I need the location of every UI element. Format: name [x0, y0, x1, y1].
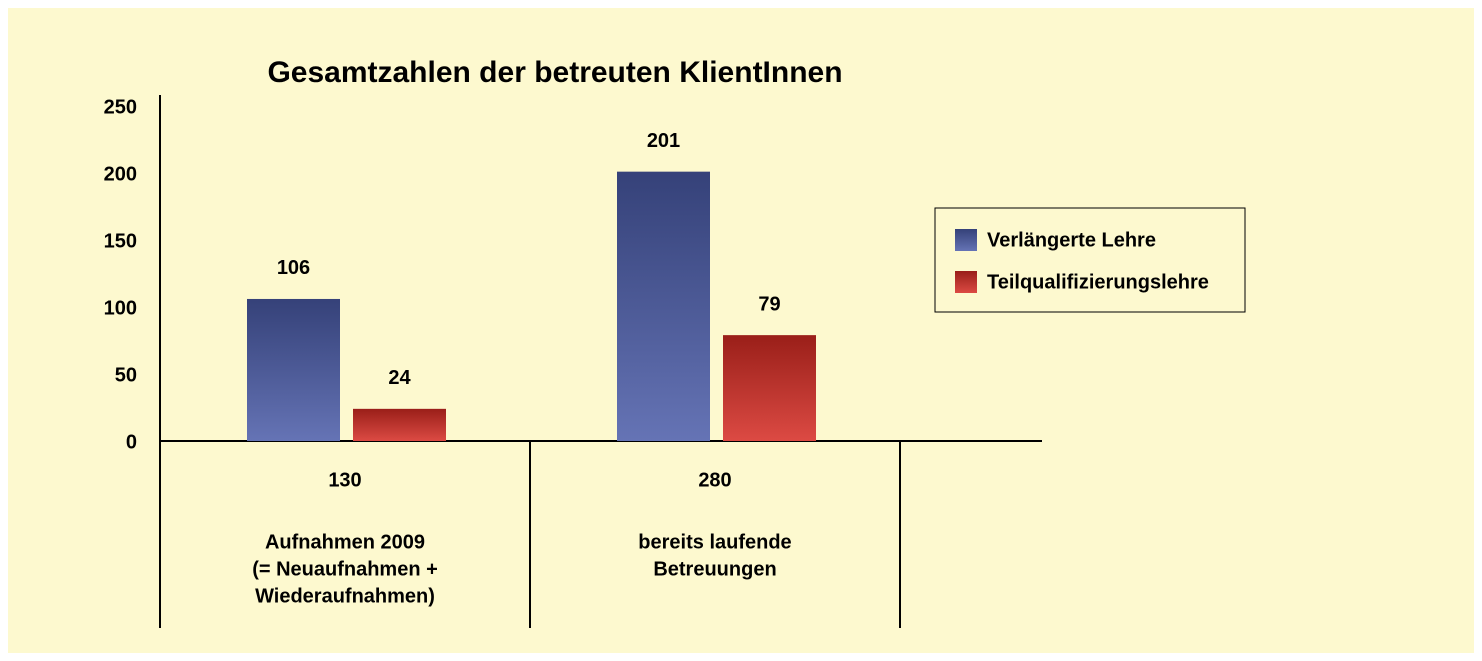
bar — [353, 408, 446, 441]
value-label: 106 — [277, 257, 310, 279]
y-tick-label: 150 — [104, 230, 137, 252]
y-tick-label: 100 — [104, 297, 137, 319]
value-label: 24 — [388, 367, 411, 389]
y-tick-label: 250 — [104, 96, 137, 118]
value-label: 79 — [758, 293, 780, 315]
y-tick-label: 200 — [104, 163, 137, 185]
value-label: 201 — [647, 130, 680, 152]
chart-title: Gesamtzahlen der betreuten KlientInnen — [267, 56, 842, 89]
x-tick-label: Wiederaufnahmen) — [255, 585, 435, 607]
legend-box — [934, 207, 1246, 313]
y-tick-label: 50 — [115, 364, 137, 386]
total-label: 280 — [698, 469, 731, 491]
y-tick-label: 0 — [126, 431, 137, 453]
legend-swatch — [955, 229, 977, 251]
x-tick-label: Aufnahmen 2009 — [265, 531, 425, 553]
x-tick-label: (= Neuaufnahmen + — [252, 558, 438, 580]
bar — [723, 335, 816, 441]
bar — [617, 171, 710, 441]
background — [8, 8, 1474, 653]
x-tick-label: Betreuungen — [653, 558, 776, 580]
legend-swatch — [955, 271, 977, 293]
total-label: 130 — [328, 469, 361, 491]
legend-label: Verlängerte Lehre — [987, 229, 1156, 251]
x-tick-label: bereits laufende — [638, 531, 791, 553]
bar — [247, 298, 340, 441]
legend-label: Teilqualifizierungslehre — [987, 271, 1209, 293]
